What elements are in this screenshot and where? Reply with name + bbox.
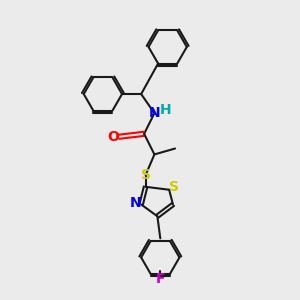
Text: N: N [148,106,160,120]
Text: S: S [169,180,178,194]
Text: F: F [156,272,165,286]
Text: O: O [107,130,119,144]
Text: H: H [160,103,171,117]
Text: S: S [141,168,151,182]
Text: N: N [130,196,142,210]
